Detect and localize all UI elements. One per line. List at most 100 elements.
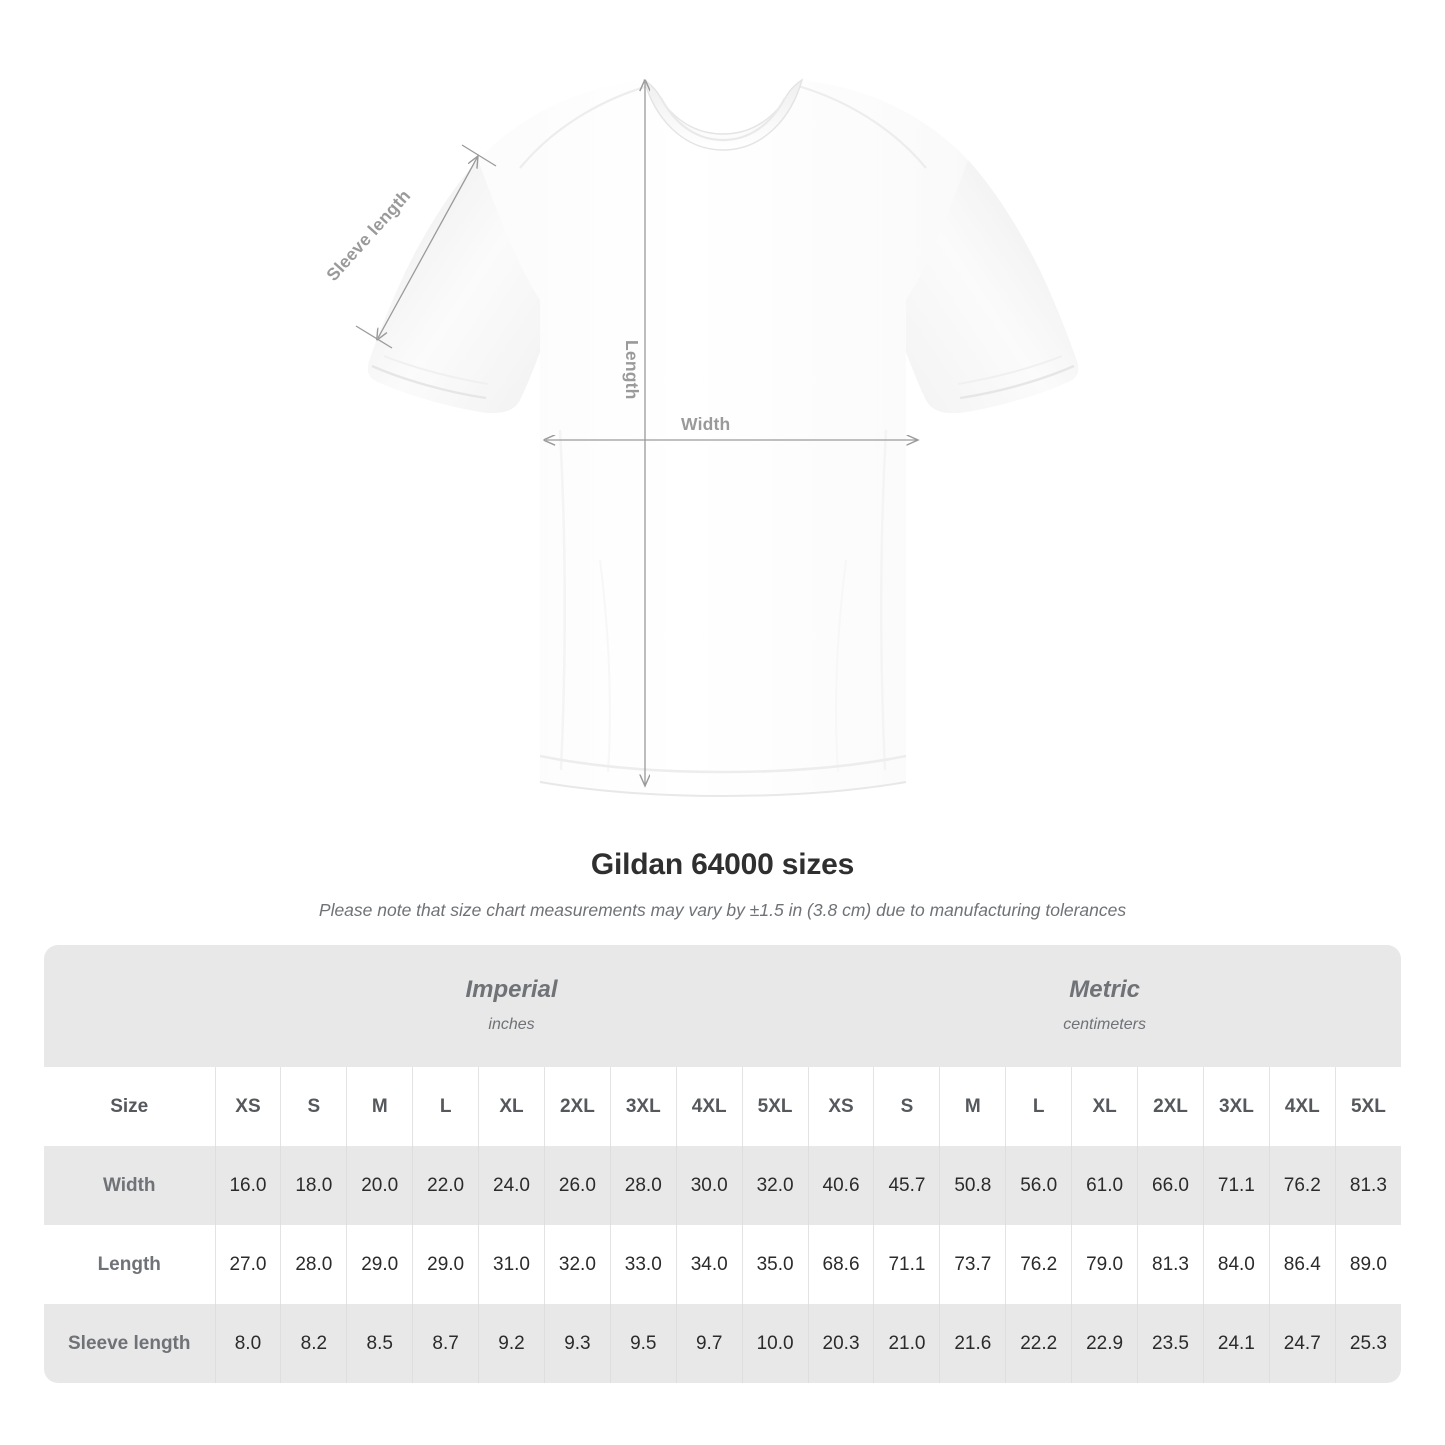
size-header-cell-3xl-imperial: 3XL — [609, 1067, 677, 1146]
unit-system-metric-name: Metric — [1069, 976, 1140, 1003]
unit-system-metric: Metric centimeters — [808, 945, 1401, 1067]
cell-width-xs-metric: 40.6 — [807, 1146, 874, 1225]
size-header-cell-xs-metric: XS — [807, 1067, 874, 1146]
cell-sleeve-m-imperial: 8.5 — [346, 1304, 413, 1383]
cell-length-xs-imperial: 27.0 — [214, 1225, 281, 1304]
cell-length-m-metric: 73.7 — [939, 1225, 1006, 1304]
cell-width-xl-imperial: 24.0 — [478, 1146, 545, 1225]
tshirt-illustration — [355, 78, 1079, 798]
row-label-width: Width — [44, 1146, 215, 1225]
unit-system-spacer — [44, 945, 215, 1067]
cell-length-xl-imperial: 31.0 — [478, 1225, 545, 1304]
size-header-cell-l-metric: L — [1005, 1067, 1072, 1146]
cell-length-3xl-metric: 84.0 — [1202, 1225, 1270, 1304]
size-header-cell-4xl-metric: 4XL — [1268, 1067, 1336, 1146]
cell-sleeve-xs-metric: 20.3 — [807, 1304, 874, 1383]
cell-sleeve-xl-imperial: 9.2 — [478, 1304, 545, 1383]
cell-sleeve-xs-imperial: 8.0 — [214, 1304, 281, 1383]
cell-sleeve-m-metric: 21.6 — [939, 1304, 1006, 1383]
sleeve-measure-arrow — [355, 144, 497, 349]
cell-width-s-imperial: 18.0 — [280, 1146, 347, 1225]
cell-sleeve-s-imperial: 8.2 — [280, 1304, 347, 1383]
size-header-cell-xs-imperial: XS — [214, 1067, 281, 1146]
cell-width-m-imperial: 20.0 — [346, 1146, 413, 1225]
length-label: Length — [622, 340, 642, 400]
cell-width-l-metric: 56.0 — [1005, 1146, 1072, 1225]
cell-length-xs-metric: 68.6 — [807, 1225, 874, 1304]
title-block: Gildan 64000 sizes Please note that size… — [0, 845, 1445, 923]
cell-width-3xl-imperial: 28.0 — [609, 1146, 677, 1225]
cell-length-2xl-imperial: 32.0 — [543, 1225, 611, 1304]
cell-width-5xl-imperial: 32.0 — [741, 1146, 809, 1225]
cell-sleeve-xl-metric: 22.9 — [1071, 1304, 1138, 1383]
cell-width-m-metric: 50.8 — [939, 1146, 1006, 1225]
size-header-row: Size XS S M L XL 2XL 3XL 4XL 5XL XS S M … — [44, 1067, 1401, 1146]
cell-width-2xl-metric: 66.0 — [1137, 1146, 1204, 1225]
collar — [642, 78, 804, 151]
page-title: Gildan 64000 sizes — [590, 848, 855, 881]
unit-system-imperial: Imperial inches — [215, 945, 809, 1067]
cell-length-s-metric: 71.1 — [873, 1225, 940, 1304]
size-header-cell-l-imperial: L — [412, 1067, 479, 1146]
cell-sleeve-2xl-metric: 23.5 — [1137, 1304, 1204, 1383]
cell-length-5xl-imperial: 35.0 — [741, 1225, 809, 1304]
row-label-length: Length — [44, 1225, 215, 1304]
cell-width-4xl-imperial: 30.0 — [675, 1146, 743, 1225]
cell-sleeve-l-metric: 22.2 — [1005, 1304, 1072, 1383]
cell-sleeve-4xl-imperial: 9.7 — [675, 1304, 743, 1383]
table-row: Sleeve length 8.0 8.2 8.5 8.7 9.2 9.3 9.… — [44, 1304, 1401, 1383]
size-header-cell-s-imperial: S — [280, 1067, 347, 1146]
cell-sleeve-5xl-imperial: 10.0 — [741, 1304, 809, 1383]
cell-sleeve-5xl-metric: 25.3 — [1334, 1304, 1401, 1383]
cell-sleeve-4xl-metric: 24.7 — [1268, 1304, 1336, 1383]
cell-length-m-imperial: 29.0 — [346, 1225, 413, 1304]
cell-length-xl-metric: 79.0 — [1071, 1225, 1138, 1304]
width-label: Width — [681, 414, 731, 434]
unit-system-imperial-unit: inches — [488, 1016, 535, 1033]
cell-width-4xl-metric: 76.2 — [1268, 1146, 1336, 1225]
table-row: Width 16.0 18.0 20.0 22.0 24.0 26.0 28.0… — [44, 1146, 1401, 1225]
size-header-cell-2xl-metric: 2XL — [1137, 1067, 1204, 1146]
cell-length-3xl-imperial: 33.0 — [609, 1225, 677, 1304]
size-header-cell-s-metric: S — [873, 1067, 940, 1146]
cell-length-l-imperial: 29.0 — [412, 1225, 479, 1304]
size-table-container: Imperial inches Metric centimeters Size … — [44, 945, 1401, 1383]
cell-length-5xl-metric: 89.0 — [1334, 1225, 1401, 1304]
cell-width-xl-metric: 61.0 — [1071, 1146, 1138, 1225]
table-row: Length 27.0 28.0 29.0 29.0 31.0 32.0 33.… — [44, 1225, 1401, 1304]
size-header-cell-5xl-metric: 5XL — [1334, 1067, 1401, 1146]
tshirt-diagram: Sleeve length Length Width — [322, 78, 1079, 798]
cell-sleeve-s-metric: 21.0 — [873, 1304, 940, 1383]
tolerance-note: Please note that size chart measurements… — [318, 900, 1127, 920]
size-header-cell-2xl-imperial: 2XL — [543, 1067, 611, 1146]
size-header-cell-5xl-imperial: 5XL — [741, 1067, 809, 1146]
cell-sleeve-3xl-metric: 24.1 — [1202, 1304, 1270, 1383]
size-header-cell-m-imperial: M — [346, 1067, 413, 1146]
cell-sleeve-3xl-imperial: 9.5 — [609, 1304, 677, 1383]
unit-system-metric-unit: centimeters — [1063, 1016, 1146, 1033]
cell-width-xs-imperial: 16.0 — [214, 1146, 281, 1225]
unit-system-header-row: Imperial inches Metric centimeters — [44, 945, 1401, 1067]
cell-length-4xl-metric: 86.4 — [1268, 1225, 1336, 1304]
cell-width-l-imperial: 22.0 — [412, 1146, 479, 1225]
unit-system-imperial-name: Imperial — [465, 976, 558, 1003]
cell-width-s-metric: 45.7 — [873, 1146, 940, 1225]
cell-sleeve-l-imperial: 8.7 — [412, 1304, 479, 1383]
size-header-cell-xl-metric: XL — [1071, 1067, 1138, 1146]
size-header-cell-4xl-imperial: 4XL — [675, 1067, 743, 1146]
cell-length-2xl-metric: 81.3 — [1137, 1225, 1204, 1304]
cell-length-l-metric: 76.2 — [1005, 1225, 1072, 1304]
size-header-cell-3xl-metric: 3XL — [1202, 1067, 1270, 1146]
size-table: Imperial inches Metric centimeters Size … — [44, 945, 1401, 1383]
size-header-cell-m-metric: M — [939, 1067, 1006, 1146]
cell-width-2xl-imperial: 26.0 — [543, 1146, 611, 1225]
cell-width-5xl-metric: 81.3 — [1334, 1146, 1401, 1225]
right-sleeve — [906, 160, 1079, 414]
size-header-cell-xl-imperial: XL — [478, 1067, 545, 1146]
row-label-sleeve-length: Sleeve length — [44, 1304, 215, 1383]
cell-sleeve-2xl-imperial: 9.3 — [543, 1304, 611, 1383]
cell-length-s-imperial: 28.0 — [280, 1225, 347, 1304]
cell-width-3xl-metric: 71.1 — [1202, 1146, 1270, 1225]
cell-length-4xl-imperial: 34.0 — [675, 1225, 743, 1304]
